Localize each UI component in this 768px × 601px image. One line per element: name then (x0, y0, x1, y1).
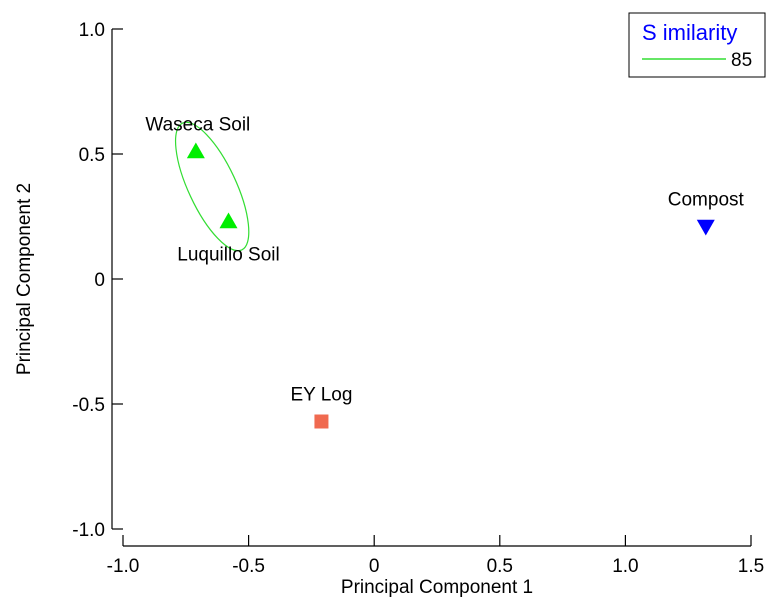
waseca-soil-point (186, 142, 205, 159)
y-axis-label: Principal Component 2 (14, 183, 35, 375)
luquillo-soil-point (219, 212, 238, 229)
similarity-ellipse (174, 121, 250, 252)
compost-point (696, 219, 715, 236)
ey-log-label: EY Log (290, 385, 352, 406)
x-ticks: -1.0 -0.5 0 0.5 1.0 1.5 (107, 535, 764, 577)
legend-box (628, 12, 766, 78)
y-tick-label: -1.0 (72, 520, 105, 541)
legend-entry-label: 85 (731, 50, 752, 71)
ey-log-point (314, 414, 329, 429)
x-tick-label: -1.0 (107, 556, 140, 577)
x-tick-label: 0 (369, 556, 380, 577)
compost-label: Compost (668, 190, 745, 211)
x-tick-label: 0.5 (487, 556, 513, 577)
x-axis-label: Principal Component 1 (341, 577, 533, 598)
x-tick-label: 1.5 (738, 556, 764, 577)
legend-title: S imilarity (642, 20, 737, 45)
x-tick-label: -0.5 (232, 556, 265, 577)
y-tick-label: -0.5 (72, 395, 105, 416)
data-points: Waseca Soil Luquillo Soil Compost EY Log (145, 115, 745, 429)
y-tick-label: 1.0 (79, 20, 105, 41)
x-tick-label: 1.0 (612, 556, 638, 577)
luquillo-soil-label: Luquillo Soil (177, 245, 279, 266)
y-tick-label: 0 (94, 270, 105, 291)
y-ticks: -1.0 -0.5 0 0.5 1.0 (72, 20, 123, 541)
y-tick-label: 0.5 (79, 145, 105, 166)
legend: S imilarity 85 (628, 12, 766, 78)
axes (111, 29, 751, 547)
waseca-soil-label: Waseca Soil (145, 115, 250, 136)
